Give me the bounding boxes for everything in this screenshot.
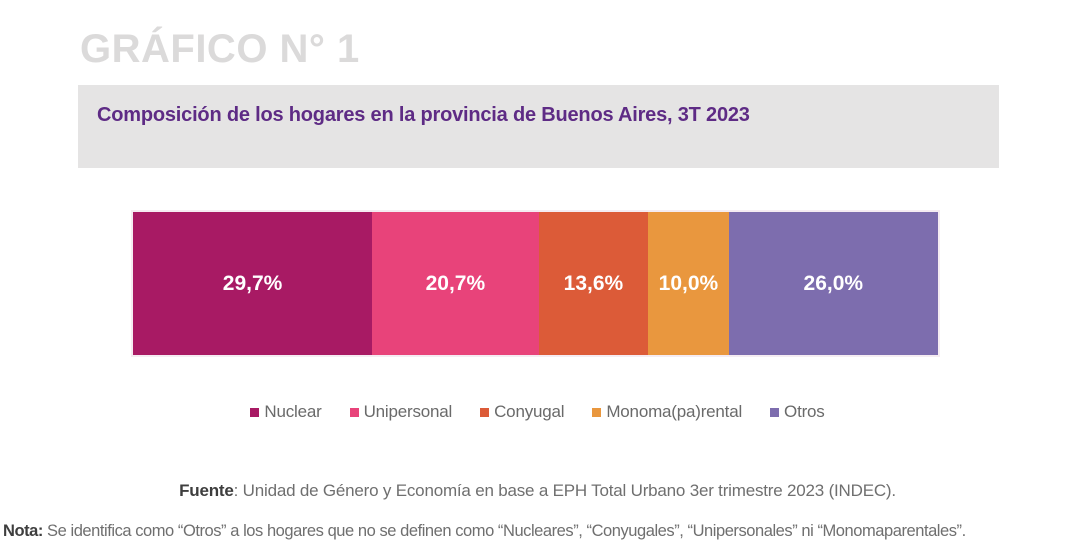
bar-segment-value-label: 29,7% [222, 271, 283, 295]
bar-segment-conyugal: 13,6% [538, 212, 649, 355]
bar-segment-otros: 26,0% [728, 212, 938, 355]
legend-label: Otros [784, 402, 825, 421]
bar-segment-unipersonal: 20,7% [372, 212, 539, 355]
bar-segment-value-label: 20,7% [425, 271, 486, 295]
bar-segment-nuclear: 29,7% [133, 212, 373, 355]
bar-segment-monoma-pa-rental: 10,0% [648, 212, 729, 355]
bar-segment-value-label: 10,0% [658, 271, 719, 295]
footnote-text: Se identifica como “Otros” a los hogares… [42, 522, 966, 540]
legend-label: Conyugal [494, 402, 565, 421]
footnote-label: Nota: [3, 522, 43, 540]
source-note: Fuente: Unidad de Género y Economía en b… [0, 481, 1075, 501]
bar-segment-value-label: 26,0% [803, 271, 864, 295]
stacked-bar-chart: 29,7% 20,7% 13,6% 10,0% 26,0% [131, 210, 940, 357]
legend-item-nuclear: Nuclear [250, 402, 322, 422]
legend-label: Nuclear [264, 402, 322, 421]
footnote: Nota: Se identifica como “Otros” a los h… [3, 522, 1073, 541]
chart-title-banner: Composición de los hogares en la provinc… [78, 85, 999, 168]
legend-item-monoma-pa-rental: Monoma(pa)rental [592, 402, 742, 422]
figure-number-title: GRÁFICO N° 1 [80, 27, 360, 71]
legend-label: Monoma(pa)rental [606, 402, 743, 421]
chart-legend: Nuclear Unipersonal Conyugal Monoma(pa)rent… [0, 402, 1075, 422]
chart-title: Composición de los hogares en la provinc… [97, 104, 750, 126]
legend-item-otros: Otros [770, 402, 825, 422]
legend-label: Unipersonal [363, 402, 453, 421]
legend-swatch-icon [250, 407, 260, 417]
legend-item-unipersonal: Unipersonal [349, 402, 453, 422]
source-label: Fuente [179, 481, 234, 500]
source-text: : Unidad de Género y Economía en base a … [233, 481, 896, 500]
legend-swatch-icon [349, 407, 359, 417]
bar-segment-value-label: 13,6% [563, 271, 624, 295]
legend-swatch-icon [480, 407, 490, 417]
legend-swatch-icon [770, 407, 780, 417]
legend-swatch-icon [592, 407, 602, 417]
legend-item-conyugal: Conyugal [480, 402, 565, 422]
